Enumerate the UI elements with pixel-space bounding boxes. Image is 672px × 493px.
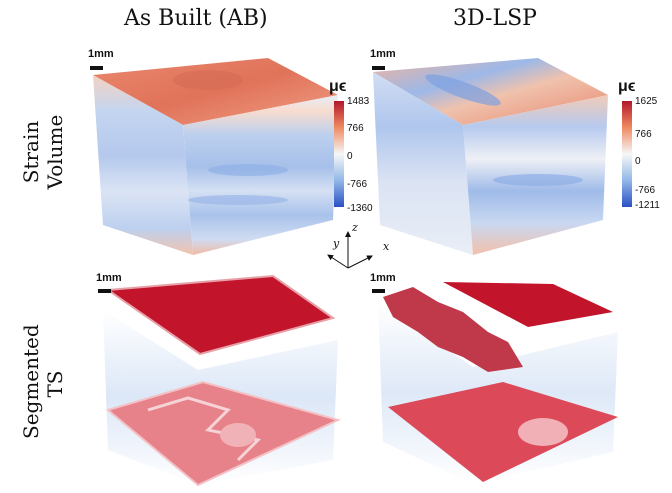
segment-boundary [147, 396, 262, 462]
scale-bar-label: 1mm [370, 272, 396, 284]
segmented-patch [383, 287, 523, 372]
top-segmented-layer [105, 274, 336, 356]
colorbar-tick: 1483 [347, 96, 370, 107]
axis-label-y: y [333, 237, 340, 250]
colorbar-tick: -766 [347, 179, 368, 190]
scale-bar-label: 1mm [370, 48, 396, 60]
cube-left-face [93, 75, 193, 255]
row-title-strain-volume: Strain Volume [19, 97, 67, 207]
colorbar-unit-lsp: μϵ [618, 78, 636, 95]
colorbar-tick: 766 [347, 123, 364, 134]
axis-label-x: x [383, 240, 390, 253]
segment-region [220, 423, 256, 447]
row-title-line: Segmented [19, 324, 43, 439]
scale-bar [98, 289, 111, 293]
x-axis-arrow [347, 255, 373, 269]
axis-label-z: z [352, 221, 358, 234]
strain-band [425, 74, 501, 106]
scale-bar-label: 1mm [88, 48, 114, 60]
axis-triad [327, 231, 373, 269]
segmented-ts-lsp [378, 282, 618, 484]
colorbar-ab [334, 101, 344, 207]
bottom-segmented-layer [388, 382, 618, 482]
colorbar-tick: 1625 [635, 96, 658, 107]
segment-region [518, 418, 568, 446]
strain-volume-cube-lsp [373, 58, 608, 255]
strain-hotspot [173, 70, 243, 90]
column-title-as-built: As Built (AB) [124, 6, 268, 31]
colorbar-tick: -1360 [347, 203, 373, 214]
strain-band [493, 174, 583, 186]
strain-band [208, 164, 288, 176]
colorbar-unit-ab: μϵ [329, 78, 347, 95]
scale-bar [372, 289, 385, 293]
scale-bar-label: 1mm [96, 272, 122, 284]
colorbar-tick: 766 [635, 129, 652, 140]
cube-left-face [373, 72, 473, 255]
top-segmented-layer [443, 282, 613, 327]
cube-top-face [93, 58, 338, 125]
row-title-segmented-ts: Segmented TS [19, 324, 67, 439]
colorbar-tick: -766 [635, 185, 656, 196]
strain-band [188, 195, 288, 205]
colorbar-tick: 0 [347, 151, 353, 162]
scale-bar [372, 66, 385, 70]
row-title-line: Strain [19, 120, 43, 184]
row-title-line: TS [43, 370, 67, 398]
segmented-ts-ab [103, 274, 341, 487]
colorbar-tick: -1211 [635, 200, 660, 211]
row-title-line: Volume [43, 114, 67, 190]
scale-bar [90, 66, 103, 70]
y-axis-arrow [327, 254, 349, 269]
colorbar-tick: 0 [635, 156, 641, 167]
colorbar-lsp [622, 101, 632, 207]
column-title-3d-lsp: 3D-LSP [453, 6, 537, 31]
strain-volume-cube-ab [93, 58, 338, 255]
